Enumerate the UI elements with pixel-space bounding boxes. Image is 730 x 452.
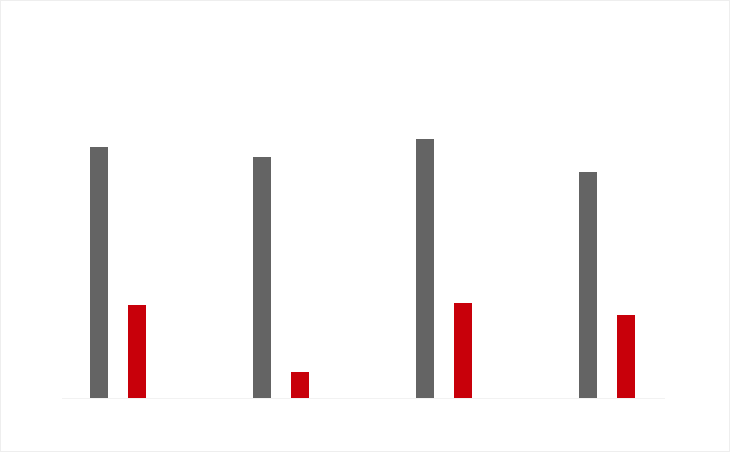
bar bbox=[128, 305, 146, 398]
bar bbox=[454, 303, 472, 398]
bar bbox=[579, 172, 597, 398]
bar bbox=[90, 147, 108, 398]
bar bbox=[253, 157, 271, 398]
bar bbox=[416, 139, 434, 398]
bar bbox=[617, 315, 635, 398]
bar bbox=[291, 372, 309, 398]
